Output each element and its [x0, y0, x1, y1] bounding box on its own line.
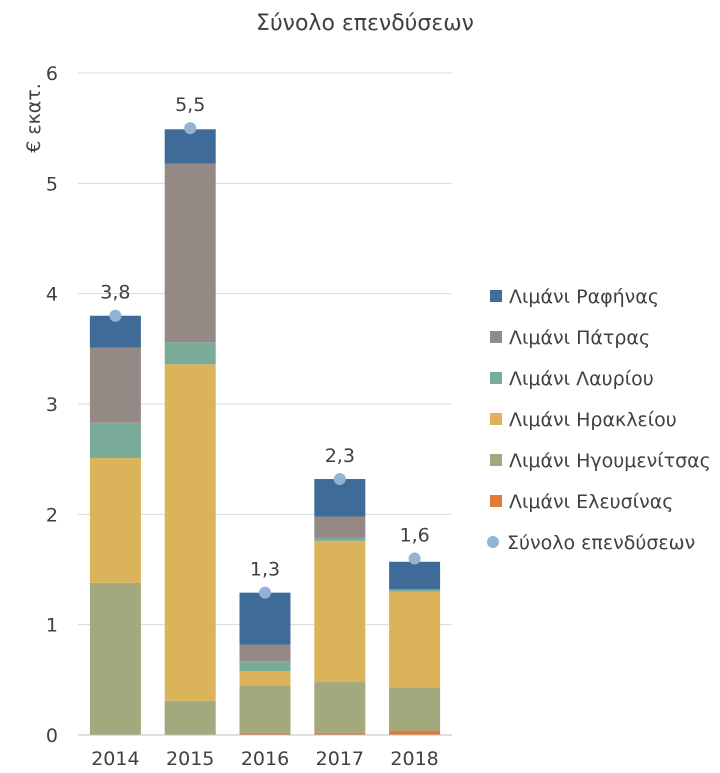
total-marker: [259, 586, 271, 599]
bar-segment: [389, 561, 441, 590]
bars: [89, 129, 441, 735]
legend-swatch: [490, 331, 502, 343]
y-tick-label: 1: [46, 615, 58, 637]
total-marker: [333, 473, 346, 486]
axes: 0 1 2 3 4 5 6 2014 2015 2016 2017 2018: [46, 63, 452, 770]
x-tick-label: 2014: [91, 748, 139, 770]
bar-segment: [164, 342, 216, 365]
bar-segment: [239, 644, 291, 662]
bar-segment: [164, 163, 216, 343]
bar-segment: [239, 732, 291, 735]
bar-segment: [89, 458, 141, 583]
legend-swatch: [490, 372, 502, 384]
bar-segment: [314, 682, 366, 733]
total-marker: [109, 309, 122, 322]
legend-label: Λιμάνι Ηγουμενίτσας: [509, 450, 711, 472]
bar-segment: [164, 129, 216, 164]
bar-segment: [89, 347, 141, 423]
bar-segment: [164, 364, 216, 701]
legend-label: Λιμάνι Λαυρίου: [509, 368, 654, 390]
total-data-label: 2,3: [325, 445, 355, 467]
bar-segment: [239, 685, 291, 733]
bar-segment: [389, 730, 441, 735]
legend-label: Λιμάνι Πάτρας: [509, 327, 650, 349]
legend-label: Λιμάνι Ραφήνας: [509, 286, 659, 308]
bar-segment: [239, 592, 291, 645]
bar-segment: [164, 700, 216, 735]
x-tick-label: 2017: [316, 748, 364, 770]
y-tick-label: 4: [46, 284, 58, 306]
total-data-label: 1,3: [250, 559, 280, 581]
x-tick-label: 2015: [166, 748, 214, 770]
bar-segment: [389, 687, 441, 731]
y-tick-label: 3: [46, 394, 58, 416]
total-data-label: 5,5: [175, 94, 205, 116]
total-markers: 3,8 5,5 1,3 2,3 1,6: [100, 94, 430, 599]
legend-swatch: [490, 290, 502, 302]
bar-segment: [239, 661, 291, 672]
y-tick-label: 6: [46, 63, 58, 85]
bar-segment: [389, 589, 441, 592]
legend-swatch: [490, 454, 502, 466]
bar-segment: [89, 422, 141, 459]
bar-segment: [314, 537, 366, 541]
bar-segment: [89, 582, 141, 735]
total-marker: [408, 552, 421, 565]
bar-segment: [314, 479, 366, 517]
chart-title: Σύνολο επενδύσεων: [256, 11, 474, 36]
y-tick-label: 0: [46, 725, 58, 747]
total-data-label: 1,6: [399, 524, 429, 546]
bar-segment: [314, 540, 366, 683]
bar-segment: [314, 732, 366, 735]
legend-swatch: [490, 413, 502, 425]
bar-segment: [389, 591, 441, 688]
x-tick-label: 2016: [241, 748, 289, 770]
legend-label: Λιμάνι Ηρακλείου: [509, 409, 677, 431]
legend-marker: [487, 536, 499, 548]
y-axis-label: € εκατ.: [23, 83, 45, 153]
legend-label: Λιμάνι Ελευσίνας: [509, 491, 673, 513]
total-marker: [184, 122, 197, 135]
total-data-label: 3,8: [100, 282, 130, 304]
bar-segment: [314, 516, 366, 538]
x-tick-label: 2018: [390, 748, 438, 770]
bar-segment: [239, 671, 291, 686]
y-tick-label: 2: [46, 504, 58, 526]
y-tick-label: 5: [46, 173, 58, 195]
legend-swatch: [490, 495, 502, 507]
legend: Λιμάνι Ραφήνας Λιμάνι Πάτρας Λιμάνι Λαυρίο…: [487, 286, 711, 554]
legend-label: Σύνολο επενδύσεων: [507, 532, 695, 554]
